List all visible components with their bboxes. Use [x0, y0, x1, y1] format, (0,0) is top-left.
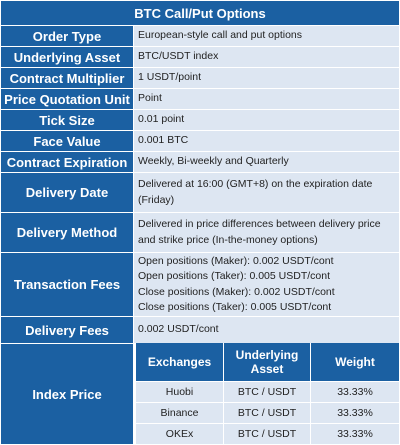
row-delivery-fees: Delivery Fees 0.002 USDT/cont [1, 316, 399, 343]
row-delivery-date: Delivery Date Delivered at 16:00 (GMT+8)… [1, 172, 399, 212]
exchange-cell: Binance [135, 402, 223, 423]
row-underlying-asset: Underlying Asset BTC/USDT index [1, 46, 399, 67]
weight-cell: 33.33% [310, 423, 399, 444]
row-value: Point [134, 89, 399, 109]
index-price-table: Exchanges Underlying Asset Weight Huobi … [135, 343, 399, 444]
table-title: BTC Call/Put Options [1, 1, 399, 25]
row-value: BTC/USDT index [134, 47, 399, 67]
asset-cell: BTC / USDT [223, 423, 310, 444]
column-header-weight: Weight [310, 343, 399, 381]
row-order-type: Order Type European-style call and put o… [1, 25, 399, 46]
row-value: Weekly, Bi-weekly and Quarterly [134, 152, 399, 172]
fee-line: Close positions (Maker): 0.002 USDT/cont [138, 285, 335, 298]
row-key: Transaction Fees [1, 253, 134, 316]
row-value: European-style call and put options [134, 26, 399, 46]
fee-line: Open positions (Taker): 0.005 USDT/cont [138, 270, 331, 283]
column-header-underlying-asset: Underlying Asset [223, 343, 310, 381]
row-delivery-method: Delivery Method Delivered in price diffe… [1, 212, 399, 252]
row-key: Delivery Date [1, 173, 134, 212]
weight-cell: 33.33% [310, 381, 399, 402]
row-tick-size: Tick Size 0.01 point [1, 109, 399, 130]
row-value: Open positions (Maker): 0.002 USDT/cont … [134, 253, 399, 316]
row-key: Order Type [1, 26, 134, 46]
asset-cell: BTC / USDT [223, 402, 310, 423]
row-value: 0.002 USDT/cont [134, 317, 399, 343]
row-index-price: Index Price [1, 343, 399, 444]
fee-line: Open positions (Maker): 0.002 USDT/cont [138, 255, 334, 268]
row-face-value: Face Value 0.001 BTC [1, 130, 399, 151]
row-key: Delivery Method [1, 213, 134, 252]
row-price-quotation-unit: Price Quotation Unit Point [1, 88, 399, 109]
row-key: Index Price [1, 344, 134, 444]
row-key: Underlying Asset [1, 47, 134, 67]
exchange-cell: Huobi [135, 381, 223, 402]
row-value: 1 USDT/point [134, 68, 399, 88]
row-value: Delivered at 16:00 (GMT+8) on the expira… [134, 173, 399, 212]
weight-cell: 33.33% [310, 402, 399, 423]
row-key: Price Quotation Unit [1, 89, 134, 109]
row-transaction-fees: Transaction Fees Open positions (Maker):… [1, 252, 399, 316]
row-contract-expiration: Contract Expiration Weekly, Bi-weekly an… [1, 151, 399, 172]
row-key: Face Value [1, 131, 134, 151]
row-key: Contract Multiplier [1, 68, 134, 88]
row-key: Contract Expiration [1, 152, 134, 172]
row-key: Tick Size [1, 110, 134, 130]
exchange-cell: OKEx [135, 423, 223, 444]
fee-line: Close positions (Taker): 0.005 USDT/cont [138, 300, 332, 313]
row-value: Delivered in price differences between d… [134, 213, 399, 252]
row-value: 0.01 point [134, 110, 399, 130]
row-value: 0.001 BTC [134, 131, 399, 151]
column-header-exchanges: Exchanges [135, 343, 223, 381]
row-contract-multiplier: Contract Multiplier 1 USDT/point [1, 67, 399, 88]
asset-cell: BTC / USDT [223, 381, 310, 402]
row-key: Delivery Fees [1, 317, 134, 343]
